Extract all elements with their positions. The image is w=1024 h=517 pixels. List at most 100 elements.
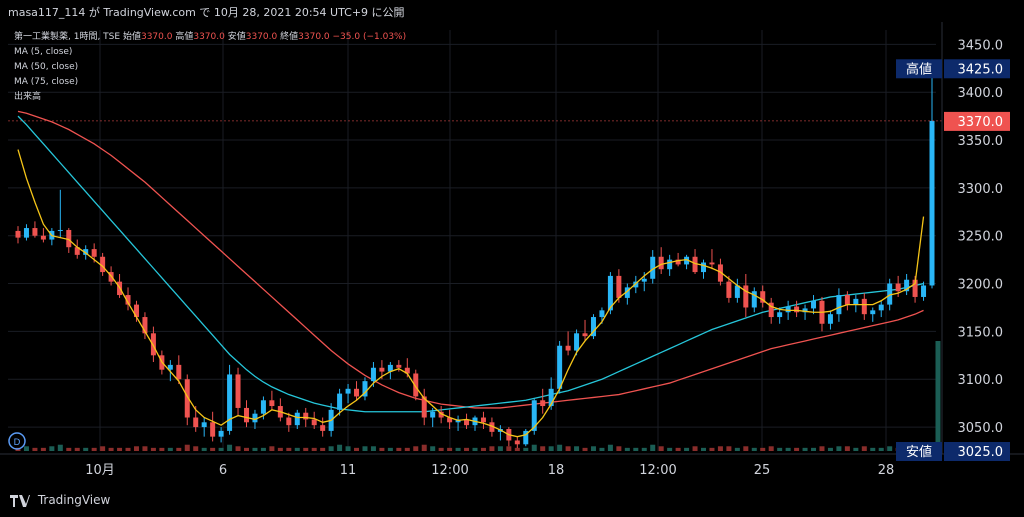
x-tick-label: 28 <box>878 463 895 478</box>
volume-bar <box>100 446 106 451</box>
study-ma5[interactable]: MA (5, close) <box>14 47 73 57</box>
legend-header: 第一工業製薬, 1時間, TSE 始値3370.0 高値3370.0 安値337… <box>14 30 406 45</box>
candle <box>480 411 486 429</box>
candle-body <box>531 400 537 431</box>
candle <box>794 300 800 318</box>
candle-body <box>396 364 402 368</box>
y-tick-label: 3200.0 <box>958 278 1004 293</box>
volume-bar <box>396 447 402 451</box>
symbol-info: 第一工業製薬, 1時間, TSE <box>14 32 121 42</box>
candle-body <box>91 249 97 257</box>
candle-body <box>726 281 732 298</box>
y-tick-label: 3300.0 <box>958 182 1004 197</box>
volume-bar <box>489 446 495 451</box>
volume-bar <box>413 446 419 451</box>
volume-bar <box>878 447 884 451</box>
candle-body <box>311 419 317 426</box>
volume-bar <box>83 447 89 451</box>
tradingview-logo[interactable]: TradingView <box>10 493 110 507</box>
volume-bar <box>794 447 800 451</box>
candle-body <box>701 262 706 273</box>
price-chart[interactable]: 3450.0 3400.0 3350.0 3300.0 3250.0 3200.0 3150… <box>0 22 1024 483</box>
candle-body <box>210 422 216 437</box>
candle-body <box>176 364 182 380</box>
low-value: 3370.0 <box>245 32 278 42</box>
open-value: 3370.0 <box>140 32 173 42</box>
volume-bar <box>354 447 360 451</box>
candle-body <box>557 345 563 389</box>
candle <box>142 312 148 340</box>
volume-bar <box>404 447 410 451</box>
candle <box>921 281 927 301</box>
x-tick-label: 18 <box>548 463 565 478</box>
x-tick-label: 12:00 <box>639 463 676 478</box>
volume-bar <box>684 447 690 451</box>
volume-bar <box>117 447 123 451</box>
candle <box>489 417 495 437</box>
volume-bar <box>311 447 317 451</box>
candle <box>354 381 360 401</box>
volume-bar <box>176 447 182 451</box>
candle-body <box>734 285 740 298</box>
candle-body <box>201 422 207 428</box>
volume-bar <box>836 446 842 451</box>
candle <box>40 228 46 243</box>
candle <box>624 283 630 305</box>
candle-body <box>218 430 224 437</box>
candle-body <box>303 412 309 420</box>
candle <box>514 436 520 449</box>
candle <box>709 249 715 270</box>
candle-body <box>57 229 63 231</box>
candle <box>23 224 29 241</box>
candle <box>337 388 343 416</box>
marker-value-text: 3425.0 <box>958 62 1004 77</box>
candle <box>751 287 757 313</box>
volume-bars <box>15 341 941 451</box>
candle-body <box>548 388 554 407</box>
svg-text:D: D <box>14 438 21 448</box>
chart-legend: 第一工業製薬, 1時間, TSE 始値3370.0 高値3370.0 安値337… <box>14 30 406 105</box>
candle-body <box>777 312 783 318</box>
study-volume[interactable]: 出来高 <box>14 92 42 102</box>
marker-value-text: 3025.0 <box>958 445 1004 460</box>
price-axis[interactable]: 3450.0 3400.0 3350.0 3300.0 3250.0 3200.0 3150… <box>941 22 1004 454</box>
volume-bar <box>751 447 757 451</box>
volume-bar <box>379 447 385 451</box>
time-axis[interactable]: 10月 6 11 12:00 18 12:00 25 28 <box>0 453 1024 478</box>
candle-body <box>684 256 690 265</box>
study-ma75[interactable]: MA (75, close) <box>14 77 79 87</box>
close-value: 3370.0 <box>298 32 330 42</box>
y-tick-label: 3250.0 <box>958 230 1004 245</box>
candle <box>836 288 842 322</box>
candle-body <box>370 367 376 382</box>
volume-bar <box>717 446 723 451</box>
candle <box>74 239 80 259</box>
price-marker: 高値 3425.0 <box>896 59 1010 79</box>
candle-body <box>895 283 901 292</box>
chart-area[interactable]: 3450.0 3400.0 3350.0 3300.0 3250.0 3200.0 3150… <box>0 22 1024 483</box>
candle-body <box>523 430 529 445</box>
volume-bar <box>303 447 309 451</box>
volume-bar <box>734 447 740 451</box>
volume-bar <box>599 447 605 451</box>
volume-bar <box>108 447 114 451</box>
candle <box>447 409 453 429</box>
study-ma50[interactable]: MA (50, close) <box>14 62 79 72</box>
marker-label-text: 安値 <box>906 444 932 460</box>
candle <box>844 291 850 311</box>
change-value: −35.0 (−1.03%) <box>332 32 407 42</box>
candle-body <box>464 419 470 426</box>
marker-value-bg <box>944 111 1010 131</box>
candle <box>633 275 639 294</box>
volume-bar <box>337 444 343 451</box>
candle-body <box>100 256 106 273</box>
candle-body <box>430 411 436 418</box>
volume-bar <box>675 447 681 451</box>
volume-bar <box>260 447 266 451</box>
volume-bar <box>523 447 529 451</box>
data-window-icon[interactable]: D <box>8 432 26 450</box>
candle-body <box>861 298 867 315</box>
volume-bar <box>557 444 563 451</box>
candle-body <box>227 374 233 431</box>
candle <box>565 331 571 356</box>
